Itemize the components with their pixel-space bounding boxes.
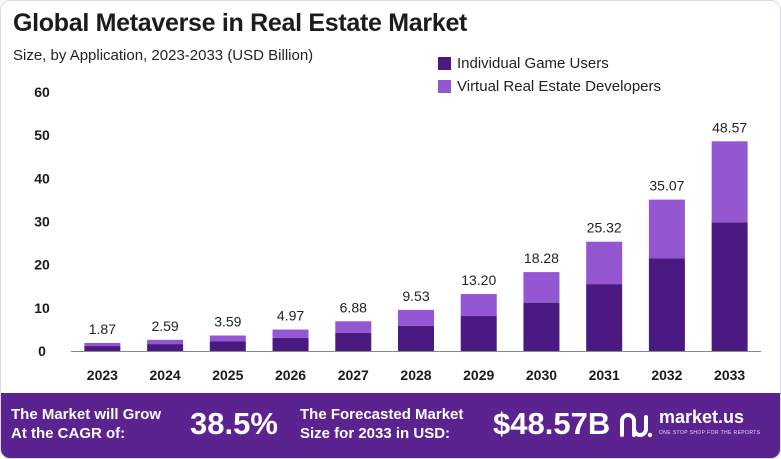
y-tick-label: 50 xyxy=(34,127,50,143)
cagr-label-line2: At the CAGR of: xyxy=(11,425,126,442)
brand-tagline: ONE STOP SHOP FOR THE REPORTS xyxy=(659,430,761,436)
bar-segment-individual-game-users xyxy=(398,325,434,351)
bar-total-label: 9.53 xyxy=(402,288,429,304)
market-us-logo-icon xyxy=(620,413,653,438)
legend-item-individual-game-users: Individual Game Users xyxy=(438,52,661,75)
bar-segment-individual-game-users xyxy=(335,332,372,351)
x-tick-label: 2027 xyxy=(338,367,369,383)
bar-total-label: 6.88 xyxy=(340,299,367,315)
bar-segment-individual-game-users xyxy=(711,222,748,351)
bar-segment-virtual-real-estate-developers xyxy=(648,199,685,259)
bar-segment-individual-game-users xyxy=(523,302,560,351)
x-tick-label: 2030 xyxy=(526,367,557,383)
bar-total-label: 18.28 xyxy=(524,250,559,266)
bar-segment-virtual-real-estate-developers xyxy=(147,339,184,345)
x-tick-label: 2032 xyxy=(651,367,682,383)
x-tick-label: 2026 xyxy=(275,367,306,383)
bar-total-label: 3.59 xyxy=(214,314,241,330)
forecast-value: $48.57B xyxy=(493,406,611,441)
bar-total-label: 4.97 xyxy=(277,308,304,324)
x-tick-label: 2033 xyxy=(714,367,745,383)
x-tick-label: 2025 xyxy=(212,367,243,383)
bar-total-label: 2.59 xyxy=(151,318,178,334)
y-tick-label: 0 xyxy=(38,343,46,359)
forecast-label-line2: Size for 2033 in USD: xyxy=(300,425,451,442)
legend-item-virtual-real-estate-developers: Virtual Real Estate Developers xyxy=(438,75,661,98)
chart-legend: Individual Game Users Virtual Real Estat… xyxy=(438,52,661,98)
x-tick-label: 2029 xyxy=(463,367,494,383)
footer-banner: The Market will Grow At the CAGR of: 38.… xyxy=(1,393,780,458)
x-tick-label: 2024 xyxy=(150,367,181,383)
bar-chart: 01020304050601.8720232.5920243.5920254.9… xyxy=(34,84,761,383)
cagr-label-line1: The Market will Grow xyxy=(11,406,162,423)
bar-segment-virtual-real-estate-developers xyxy=(84,342,121,347)
legend-label: Virtual Real Estate Developers xyxy=(457,78,661,95)
x-tick-label: 2028 xyxy=(400,367,431,383)
bar-total-label: 48.57 xyxy=(712,119,747,135)
brand-name: market.us xyxy=(659,407,745,427)
bar-segment-virtual-real-estate-developers xyxy=(209,335,246,342)
bar-segment-virtual-real-estate-developers xyxy=(272,329,309,338)
bar-total-label: 35.07 xyxy=(649,178,684,194)
chart-subtitle: Size, by Application, 2023-2033 (USD Bil… xyxy=(13,47,314,64)
bar-segment-individual-game-users xyxy=(460,316,497,351)
y-tick-label: 40 xyxy=(34,170,50,186)
bar-total-label: 1.87 xyxy=(89,321,116,337)
bar-segment-individual-game-users xyxy=(648,258,685,351)
brand-logo: market.us ONE STOP SHOP FOR THE REPORTS xyxy=(619,406,779,446)
legend-swatch-dark xyxy=(438,57,451,70)
bar-segment-virtual-real-estate-developers xyxy=(398,309,434,326)
x-tick-label: 2031 xyxy=(589,367,620,383)
legend-swatch-light xyxy=(438,80,451,93)
y-tick-label: 30 xyxy=(34,214,50,230)
chart-title: Global Metaverse in Real Estate Market xyxy=(13,9,468,37)
bar-total-label: 25.32 xyxy=(587,220,622,236)
bar-segment-individual-game-users xyxy=(147,344,184,351)
bar-segment-individual-game-users xyxy=(84,346,121,351)
bar-segment-virtual-real-estate-developers xyxy=(523,272,560,303)
bar-segment-virtual-real-estate-developers xyxy=(586,241,623,285)
legend-label: Individual Game Users xyxy=(457,55,609,72)
bar-segment-individual-game-users xyxy=(586,284,623,351)
y-tick-label: 60 xyxy=(34,84,50,100)
cagr-value: 38.5% xyxy=(190,406,278,441)
bar-segment-virtual-real-estate-developers xyxy=(460,294,497,317)
y-tick-label: 10 xyxy=(34,300,50,316)
y-tick-label: 20 xyxy=(34,257,50,273)
bar-segment-individual-game-users xyxy=(272,337,309,351)
bar-segment-virtual-real-estate-developers xyxy=(711,141,748,223)
bar-total-label: 13.20 xyxy=(461,272,496,288)
bar-segment-individual-game-users xyxy=(209,341,246,351)
forecast-label-line1: The Forecasted Market xyxy=(300,406,464,423)
x-tick-label: 2023 xyxy=(87,367,118,383)
bar-segment-virtual-real-estate-developers xyxy=(335,321,372,333)
